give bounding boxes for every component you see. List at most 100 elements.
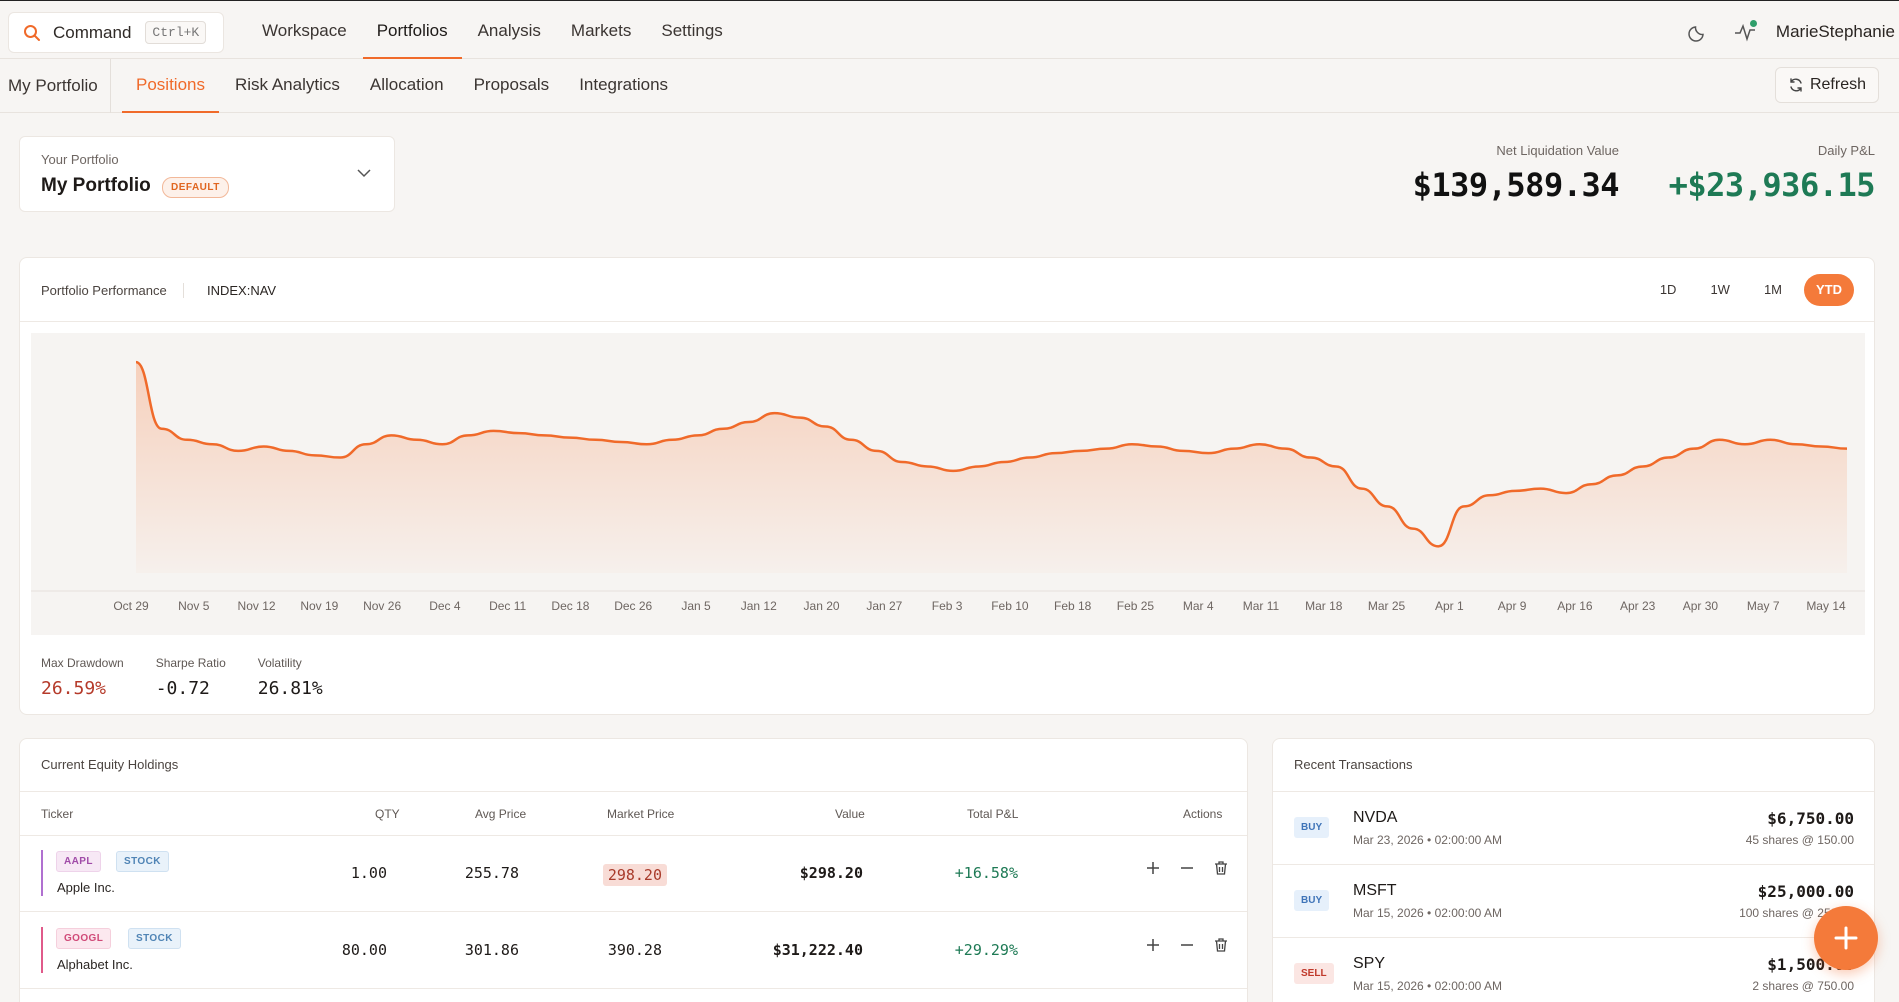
transaction-row[interactable]: BUY MSFT Mar 15, 2026 • 02:00:00 AM $25,… — [1273, 865, 1874, 938]
moon-icon[interactable] — [1688, 22, 1708, 42]
ticker-tag: AAPL — [56, 851, 101, 872]
x-tick-label: Mar 18 — [1305, 599, 1343, 613]
x-tick-label: Mar 4 — [1183, 599, 1214, 613]
col-qty: QTY — [375, 807, 400, 821]
net-liquidation-kpi: Net Liquidation Value $139,589.34 — [1412, 143, 1620, 204]
table-row[interactable]: GOOGL STOCK Alphabet Inc. 80.00 301.86 3… — [20, 913, 1247, 989]
range-1w[interactable]: 1W — [1710, 282, 1730, 297]
avg-price-cell: 301.86 — [464, 941, 519, 959]
transaction-symbol: SPY — [1353, 955, 1386, 972]
performance-card: Portfolio Performance INDEX:NAV 1D 1W 1M… — [19, 257, 1875, 715]
performance-chart[interactable]: Oct 29 Nov 5 Nov 12 Nov 19 Nov 26 Dec 4 Dec 11… — [31, 333, 1865, 635]
daily-pnl-value: +$23,936.15 — [1668, 166, 1876, 204]
x-tick-label: Dec 11 — [489, 599, 526, 613]
x-tick-label: Apr 1 — [1435, 599, 1464, 613]
nav-workspace[interactable]: Workspace — [262, 21, 347, 40]
plus-icon[interactable] — [1145, 937, 1161, 953]
command-palette-button[interactable]: Command Ctrl+K — [8, 12, 224, 53]
stat-volatility-value: 26.81% — [257, 678, 323, 699]
pnl-cell: +16.58% — [954, 864, 1018, 882]
transaction-symbol: MSFT — [1353, 882, 1397, 899]
stat-max-drawdown-label: Max Drawdown — [41, 656, 124, 670]
trash-icon[interactable] — [1213, 860, 1229, 876]
row-accent-bar — [41, 927, 43, 973]
daily-pnl-label: Daily P&L — [1817, 143, 1875, 158]
net-liquidation-label: Net Liquidation Value — [1496, 143, 1619, 158]
sub-nav: Positions Risk Analytics Allocation Prop… — [122, 59, 684, 113]
default-badge: DEFAULT — [162, 177, 229, 198]
series-area — [136, 362, 1847, 573]
nav-analysis[interactable]: Analysis — [477, 21, 541, 40]
x-tick-label: May 7 — [1747, 599, 1780, 613]
divider — [20, 791, 1247, 792]
holdings-title: Current Equity Holdings — [41, 757, 179, 772]
qty-cell: 80.00 — [341, 941, 387, 959]
portfolio-name: My Portfolio — [41, 175, 151, 196]
tab-positions[interactable]: Positions — [122, 59, 219, 113]
x-tick-label: Jan 27 — [866, 599, 902, 613]
range-1m[interactable]: 1M — [1763, 282, 1782, 297]
status-dot — [1749, 20, 1757, 27]
row-accent-bar — [41, 850, 43, 896]
x-tick-label: Apr 23 — [1620, 599, 1656, 613]
range-1d[interactable]: 1D — [1659, 282, 1677, 297]
transaction-detail: 2 shares @ 750.00 — [1752, 979, 1854, 993]
col-value: Value — [835, 807, 865, 821]
market-price-cell: 298.20 — [602, 864, 667, 886]
plus-icon[interactable] — [1145, 860, 1161, 876]
top-bar: Command Ctrl+K Workspace Portfolios Anal… — [0, 5, 1899, 59]
transaction-row[interactable]: SELL SPY Mar 15, 2026 • 02:00:00 AM $1,5… — [1273, 938, 1874, 1002]
performance-stats: Max Drawdown 26.59% Sharpe Ratio -0.72 V… — [41, 656, 355, 699]
x-tick-label: Apr 9 — [1498, 599, 1527, 613]
tab-allocation[interactable]: Allocation — [369, 75, 444, 94]
nav-settings[interactable]: Settings — [661, 21, 723, 40]
x-tick-label: Feb 25 — [1117, 599, 1155, 613]
x-tick-label: Nov 5 — [178, 599, 210, 613]
transaction-amount: $25,000.00 — [1757, 882, 1854, 901]
net-liquidation-value: $139,589.34 — [1412, 166, 1620, 204]
type-tag: STOCK — [128, 928, 181, 949]
transaction-row[interactable]: BUY NVDA Mar 23, 2026 • 02:00:00 AM $6,7… — [1273, 792, 1874, 865]
nav-portfolios[interactable]: Portfolios — [362, 5, 462, 59]
col-market-price: Market Price — [607, 807, 675, 821]
minus-icon[interactable] — [1179, 860, 1195, 876]
add-fab-button[interactable] — [1814, 906, 1878, 970]
activity-button[interactable] — [1734, 20, 1757, 43]
portfolio-selector[interactable]: Your Portfolio My Portfolio DEFAULT — [19, 136, 395, 212]
col-ticker: Ticker — [41, 807, 74, 821]
transactions-title: Recent Transactions — [1294, 757, 1413, 772]
stat-sharpe-ratio-label: Sharpe Ratio — [155, 656, 226, 670]
performance-symbol: INDEX:NAV — [207, 283, 277, 298]
refresh-button[interactable]: Refresh — [1774, 67, 1879, 103]
trash-icon[interactable] — [1213, 937, 1229, 953]
transaction-time: Mar 15, 2026 • 02:00:00 AM — [1353, 906, 1502, 920]
table-row[interactable]: AAPL STOCK Apple Inc. 1.00 255.78 298.20… — [20, 836, 1247, 912]
minus-icon[interactable] — [1179, 937, 1195, 953]
ticker-tag: GOOGL — [56, 928, 112, 949]
portfolio-selector-caption: Your Portfolio — [41, 152, 119, 167]
col-avg-price: Avg Price — [475, 807, 527, 821]
col-total-pnl: Total P&L — [967, 807, 1019, 821]
side-badge: SELL — [1294, 963, 1334, 984]
x-tick-label: Jan 5 — [681, 599, 711, 613]
tab-risk-analytics[interactable]: Risk Analytics — [234, 75, 340, 94]
transactions-card: Recent Transactions BUY NVDA Mar 23, 202… — [1272, 738, 1875, 1002]
nav-markets[interactable]: Markets — [570, 21, 632, 40]
main-nav: Workspace Portfolios Analysis Markets Se… — [248, 5, 739, 59]
sub-bar: My Portfolio Positions Risk Analytics Al… — [0, 59, 1899, 113]
x-tick-label: Nov 19 — [300, 599, 338, 613]
x-tick-label: Jan 20 — [804, 599, 840, 613]
pnl-cell: +29.29% — [954, 941, 1018, 959]
stat-volatility: Volatility 26.81% — [258, 656, 323, 699]
activity-pulse-icon — [1734, 23, 1755, 42]
user-name[interactable]: MarieStephanie — [1775, 22, 1895, 41]
x-tick-label: Dec 18 — [551, 599, 589, 613]
range-ytd[interactable]: YTD — [1804, 274, 1854, 306]
tab-proposals[interactable]: Proposals — [473, 75, 550, 94]
tab-integrations[interactable]: Integrations — [579, 75, 669, 94]
x-tick-label: Feb 3 — [932, 599, 963, 613]
stat-volatility-label: Volatility — [257, 656, 302, 670]
x-tick-label: Feb 18 — [1054, 599, 1092, 613]
breadcrumb[interactable]: My Portfolio — [8, 59, 111, 113]
performance-header: Portfolio Performance INDEX:NAV 1D 1W 1M… — [20, 258, 1874, 322]
